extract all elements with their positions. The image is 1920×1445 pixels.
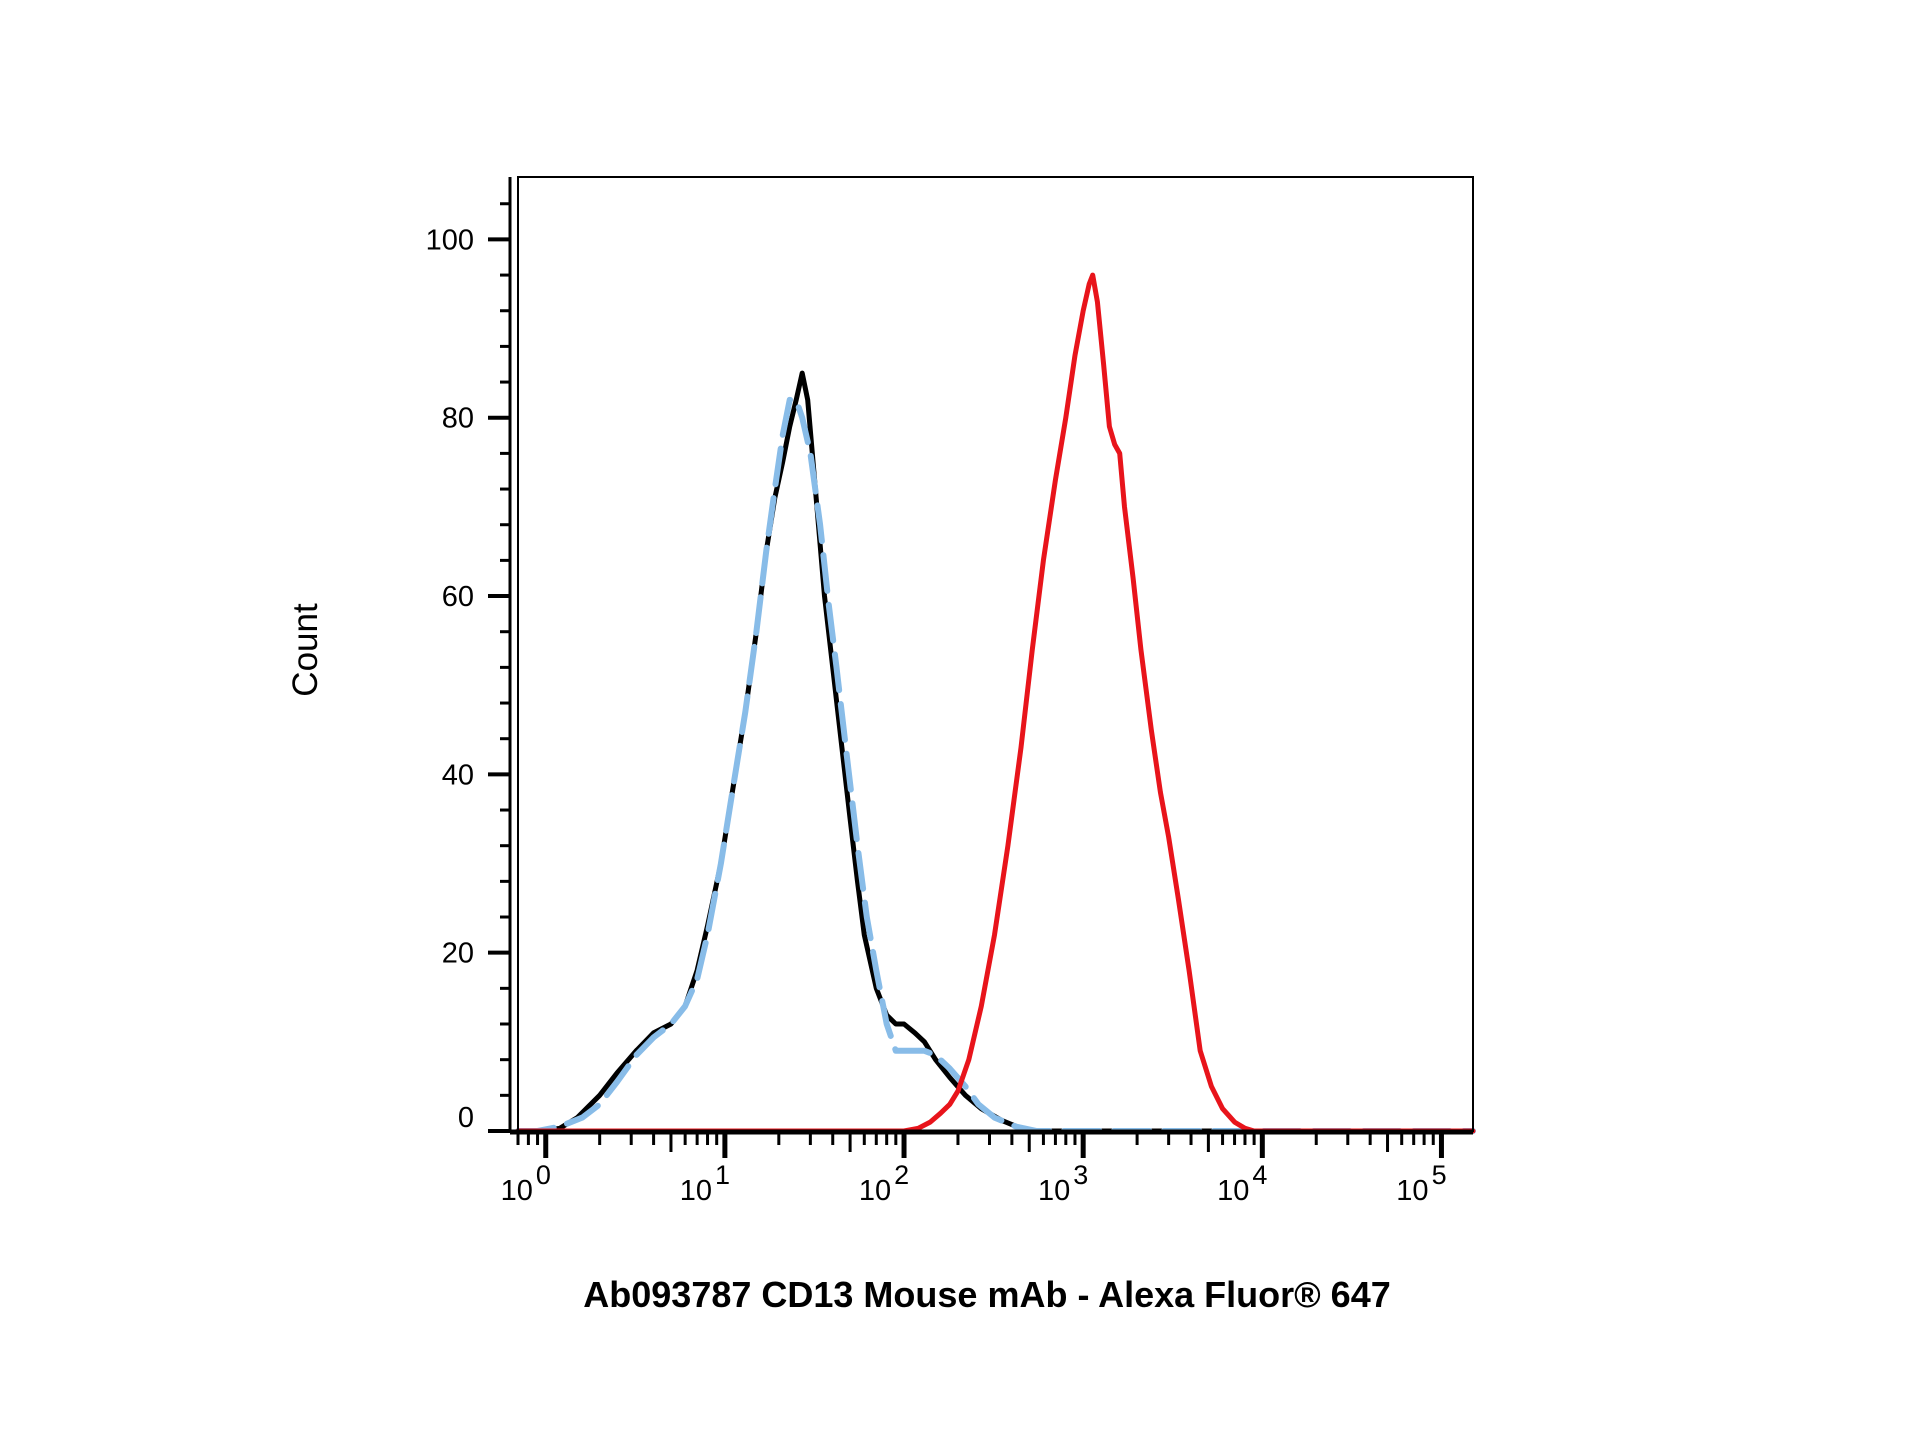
x-tick-label: 10 3 (1038, 1160, 1088, 1207)
y-tick-label: 20 (442, 938, 474, 970)
axis-layer: 0 20 40 60 80 100 10 0 10 1 10 2 10 3 10 4 10 5 (426, 177, 1473, 1207)
x-tick-label: 10 2 (859, 1160, 909, 1207)
series-layer (515, 272, 1476, 1134)
isotype-histogram-dashed (515, 396, 1476, 1134)
x-tick-label: 10 5 (1396, 1160, 1446, 1207)
cd13-stained-histogram-red (515, 272, 1476, 1134)
x-tick-label: 10 1 (680, 1160, 730, 1207)
y-tick-label: 40 (442, 759, 474, 791)
y-tick-label: 60 (442, 581, 474, 613)
x-tick-label: 10 0 (501, 1160, 551, 1207)
plot-frame (517, 176, 1474, 1132)
x-axis-label: Ab093787 CD13 Mouse mAb - Alexa Fluor® 6… (583, 1274, 1390, 1315)
y-axis-label: Count (286, 603, 325, 697)
y-tick-label: 0 (458, 1102, 474, 1134)
y-tick-label: 80 (442, 403, 474, 435)
x-tick-label: 10 4 (1217, 1160, 1267, 1207)
y-tick-label: 100 (426, 224, 474, 256)
